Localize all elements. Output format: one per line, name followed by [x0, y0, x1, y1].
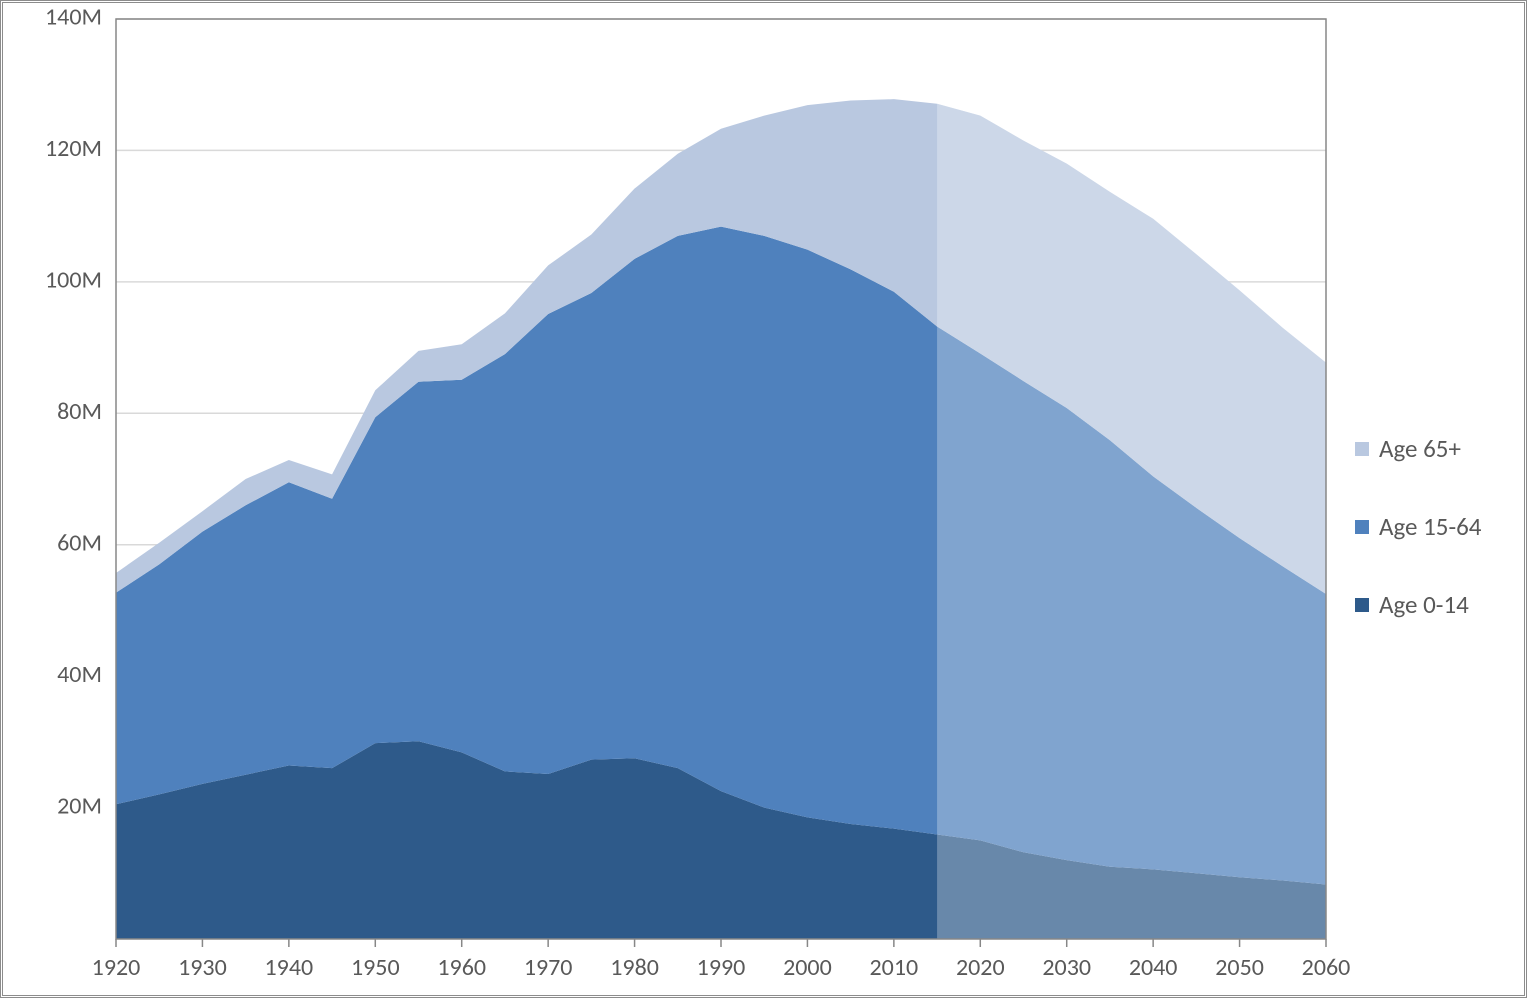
x-tick-label: 1950: [351, 953, 400, 982]
x-tick-label: 2010: [870, 953, 919, 982]
y-tick-label: 40M: [57, 660, 102, 689]
x-tick-label: 2030: [1042, 953, 1091, 982]
x-tick-label: 2060: [1302, 953, 1351, 982]
x-tick-label: 2000: [783, 953, 832, 982]
legend-swatch: [1355, 598, 1369, 612]
x-tick-label: 1970: [524, 953, 573, 982]
legend-label: Age 15-64: [1379, 511, 1481, 542]
legend-item: Age 15-64: [1355, 511, 1481, 542]
y-tick-label: 80M: [57, 397, 102, 426]
chart-frame: 20M 40M 60M 80M 100M 120M 140M 1920 1930 1940 1950…: [0, 0, 1527, 998]
legend-label: Age 0-14: [1379, 589, 1469, 620]
legend-item: Age 65+: [1355, 433, 1481, 464]
legend: Age 65+ Age 15-64 Age 0-14: [1355, 433, 1481, 620]
y-tick-label: 20M: [57, 791, 102, 820]
x-tick-label: 1980: [610, 953, 659, 982]
legend-swatch: [1355, 442, 1369, 456]
area-chart: 20M 40M 60M 80M 100M 120M 140M 1920 1930 1940 1950…: [3, 3, 1527, 1001]
x-tick-label: 1930: [178, 953, 227, 982]
x-tick-label: 1920: [92, 953, 141, 982]
x-tick-label: 2020: [956, 953, 1005, 982]
y-tick-label: 60M: [57, 528, 102, 557]
y-tick-label: 100M: [45, 266, 102, 295]
y-tick-label: 140M: [45, 3, 102, 32]
legend-item: Age 0-14: [1355, 589, 1481, 620]
x-tick-label: 2050: [1215, 953, 1264, 982]
x-tick-label: 1940: [265, 953, 314, 982]
x-tick-label: 1960: [437, 953, 486, 982]
x-tick-label: 1990: [697, 953, 746, 982]
x-tick-label: 2040: [1129, 953, 1178, 982]
legend-swatch: [1355, 520, 1369, 534]
legend-label: Age 65+: [1379, 433, 1461, 464]
y-tick-label: 120M: [45, 134, 102, 163]
